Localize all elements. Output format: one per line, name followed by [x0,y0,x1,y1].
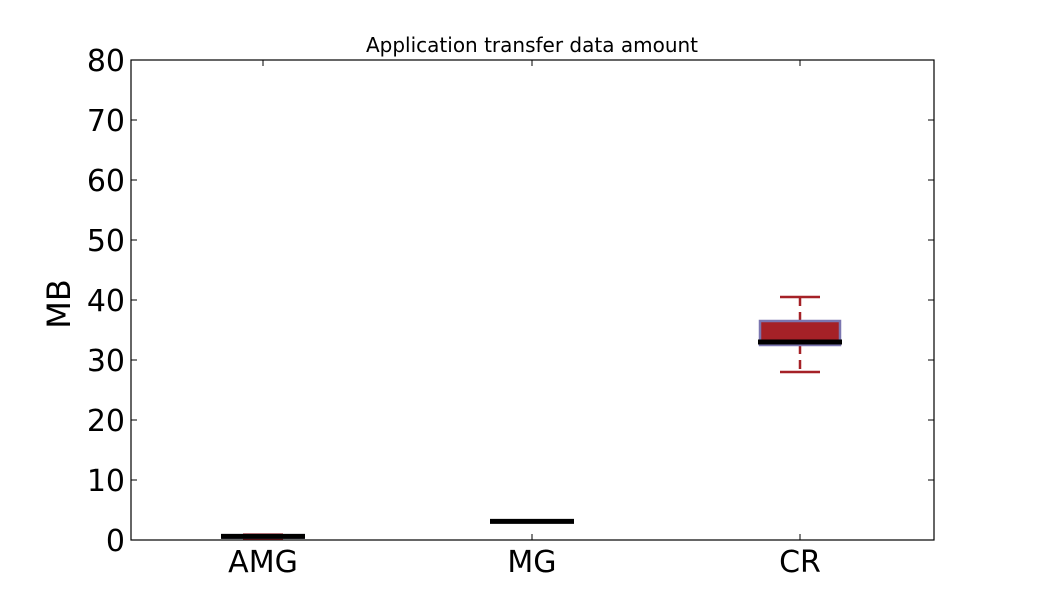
x-tick-label-mg: MG [507,545,556,580]
axes-frame [130,59,935,541]
y-tick-label: 40 [87,284,125,319]
y-tick-label: 60 [87,164,125,199]
y-tick-label: 50 [87,224,125,259]
plot-area: 0 10 20 30 40 50 60 70 80 AMG MG CR [87,44,935,580]
y-tick-label: 10 [87,464,125,499]
y-tick-label: 80 [87,44,125,79]
y-tick-label: 20 [87,404,125,439]
y-tick-label: 30 [87,344,125,379]
y-tick-label: 70 [87,104,125,139]
y-axis-label: MB [40,279,78,329]
chart-title: Application transfer data amount [366,33,698,57]
x-tick-label-cr: CR [779,545,821,580]
y-tick-label: 0 [106,524,125,559]
x-tick-label-amg: AMG [228,545,298,580]
